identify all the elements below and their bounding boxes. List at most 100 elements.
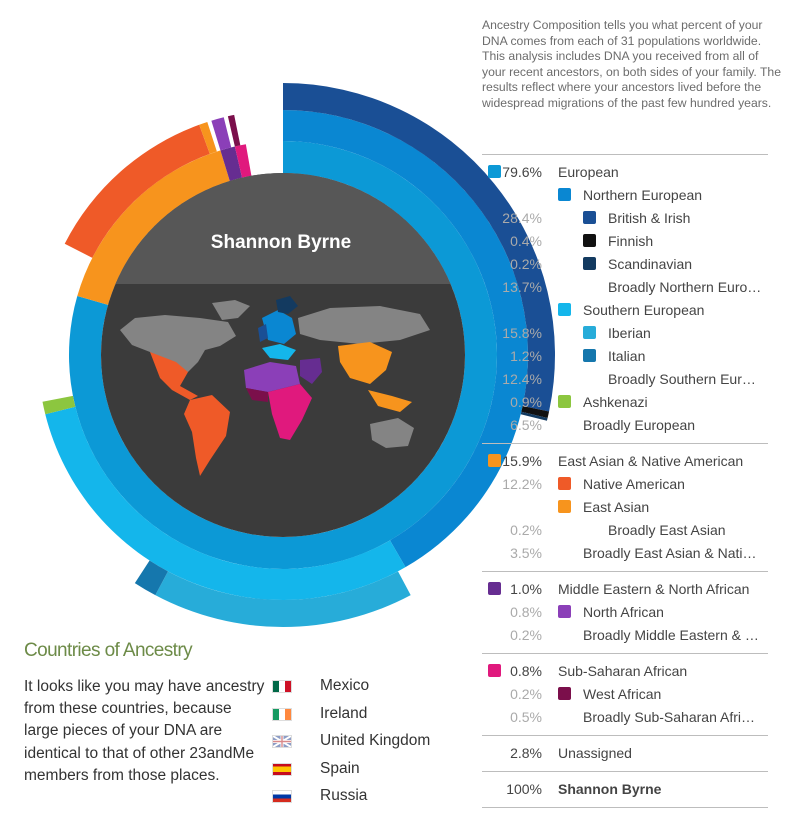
legend-swatch — [488, 454, 501, 467]
map-west-africa — [246, 388, 268, 402]
map-north-america — [120, 315, 236, 378]
legend-row[interactable]: 0.2% Scandinavian — [482, 253, 768, 276]
legend-swatch — [583, 234, 596, 247]
ring-segment-west-african[interactable] — [227, 114, 241, 147]
uk-flag-icon — [272, 735, 292, 749]
legend-row[interactable]: 0.2% Broadly East Asian — [482, 519, 768, 542]
map-europe-scandinavia — [276, 296, 298, 314]
map-europe-south — [262, 344, 296, 360]
legend-label: East Asian — [583, 499, 650, 515]
legend-percent: 3.5% — [510, 545, 542, 561]
legend-label: North African — [583, 604, 664, 620]
legend-percent: 13.7% — [502, 279, 542, 295]
legend-label: Scandinavian — [608, 256, 693, 272]
legend-row[interactable]: 12.4% Broadly Southern Eur… — [482, 368, 768, 391]
map-australia — [370, 418, 414, 448]
legend-percent: 15.8% — [502, 325, 542, 341]
legend-label: Broadly East Asian & Nati… — [583, 545, 757, 561]
legend-label: British & Irish — [608, 210, 691, 226]
sunburst-rings — [42, 83, 555, 627]
ring-segment-northern-european[interactable] — [283, 110, 528, 568]
legend-row[interactable]: 0.2% West African — [482, 683, 768, 706]
legend-row[interactable]: Northern European — [482, 184, 768, 207]
ring-segment-north-african[interactable] — [211, 117, 232, 151]
ring-segment-scandinavian[interactable] — [520, 411, 548, 421]
ring-segment-italian[interactable] — [134, 560, 168, 596]
ring-segment-middle-eastern-north-african[interactable] — [220, 146, 243, 181]
legend-swatch — [558, 605, 571, 618]
legend-label: Ashkenazi — [583, 394, 648, 410]
legend-label: Middle Eastern & North African — [558, 581, 750, 597]
ring-segment-east-asian-native-american[interactable] — [77, 150, 230, 305]
legend-divider — [482, 807, 768, 808]
countries-of-ancestry-description: It looks like you may have ancestry from… — [24, 678, 265, 784]
legend-row[interactable]: 2.8% Unassigned — [482, 742, 768, 765]
legend-row[interactable]: 28.4% British & Irish — [482, 207, 768, 230]
legend-swatch — [488, 582, 501, 595]
ring-segment-native-american[interactable] — [64, 124, 210, 258]
legend-row[interactable]: 12.2% Native American — [482, 473, 768, 496]
legend-percent: 100% — [506, 781, 542, 797]
legend-label: Finnish — [608, 233, 654, 249]
legend-row[interactable]: 6.5% Broadly European — [482, 414, 768, 437]
legend-row[interactable]: 0.8% North African — [482, 601, 768, 624]
legend-percent: 12.2% — [502, 476, 542, 492]
legend-row[interactable]: 100% Shannon Byrne — [482, 778, 768, 801]
legend-percent: 1.2% — [510, 348, 542, 364]
legend-swatch — [583, 257, 596, 270]
map-europe-north — [262, 310, 296, 344]
ireland-flag-icon — [272, 707, 292, 721]
legend-row[interactable]: 3.5% Broadly East Asian & Nati… — [482, 542, 768, 565]
legend-percent: 0.5% — [510, 709, 542, 725]
legend-percent: 0.4% — [510, 233, 542, 249]
legend-row[interactable]: 15.8% Iberian — [482, 322, 768, 345]
legend-row[interactable]: 79.6% European — [482, 161, 768, 184]
legend-percent: 0.2% — [510, 522, 542, 538]
legend-label: Northern European — [583, 187, 703, 203]
legend-row[interactable]: East Asian — [482, 496, 768, 519]
legend-swatch — [558, 687, 571, 700]
ring-segment-iberian[interactable] — [155, 571, 411, 627]
country-name: Ireland — [320, 704, 368, 722]
legend-percent: 79.6% — [502, 164, 542, 180]
legend-divider — [482, 154, 768, 155]
ring-segment-finnish[interactable] — [521, 405, 550, 419]
map-north-africa — [244, 362, 300, 392]
mexico-flag-icon — [272, 680, 292, 693]
legend-percent: 2.8% — [510, 745, 542, 761]
ring-segment-sub-saharan-african[interactable] — [234, 144, 252, 178]
ring-segment-ashkenazi[interactable] — [42, 395, 76, 415]
legend-divider — [482, 571, 768, 572]
legend-label: Shannon Byrne — [558, 781, 662, 797]
legend-percent: 0.2% — [510, 686, 542, 702]
legend-label: Broadly Northern Euro… — [608, 279, 762, 295]
ring-segment-british-irish[interactable] — [283, 83, 555, 412]
ring-segment-southern-european[interactable] — [45, 406, 406, 600]
legend-percent: 0.8% — [510, 604, 542, 620]
country-name: Mexico — [320, 677, 370, 694]
legend-row[interactable]: 0.5% Broadly Sub-Saharan Afri… — [482, 706, 768, 729]
legend-row[interactable]: 0.9% Ashkenazi — [482, 391, 768, 414]
legend-divider — [482, 443, 768, 444]
legend-row[interactable]: 0.2% Broadly Middle Eastern & … — [482, 624, 768, 647]
ancestry-legend-panel: 79.6% European Northern European 28.4% Briti… — [482, 148, 768, 814]
legend-row[interactable]: Southern European — [482, 299, 768, 322]
legend-row[interactable]: 0.4% Finnish — [482, 230, 768, 253]
legend-row[interactable]: 1.2% Italian — [482, 345, 768, 368]
russia-flag-icon — [272, 790, 292, 804]
legend-percent: 15.9% — [502, 453, 542, 469]
legend-swatch — [583, 211, 596, 224]
legend-swatch — [488, 165, 501, 178]
legend-divider — [482, 771, 768, 772]
legend-percent: 0.2% — [510, 256, 542, 272]
legend-row[interactable]: 1.0% Middle Eastern & North African — [482, 578, 768, 601]
legend-row[interactable]: 15.9% East Asian & Native American — [482, 450, 768, 473]
legend-label: Broadly East Asian — [608, 522, 726, 538]
ring-segment-east-asian[interactable] — [199, 121, 217, 154]
legend-row[interactable]: 13.7% Broadly Northern Euro… — [482, 276, 768, 299]
legend-swatch — [583, 326, 596, 339]
legend-swatch — [583, 349, 596, 362]
legend-divider — [482, 653, 768, 654]
legend-row[interactable]: 0.8% Sub-Saharan African — [482, 660, 768, 683]
